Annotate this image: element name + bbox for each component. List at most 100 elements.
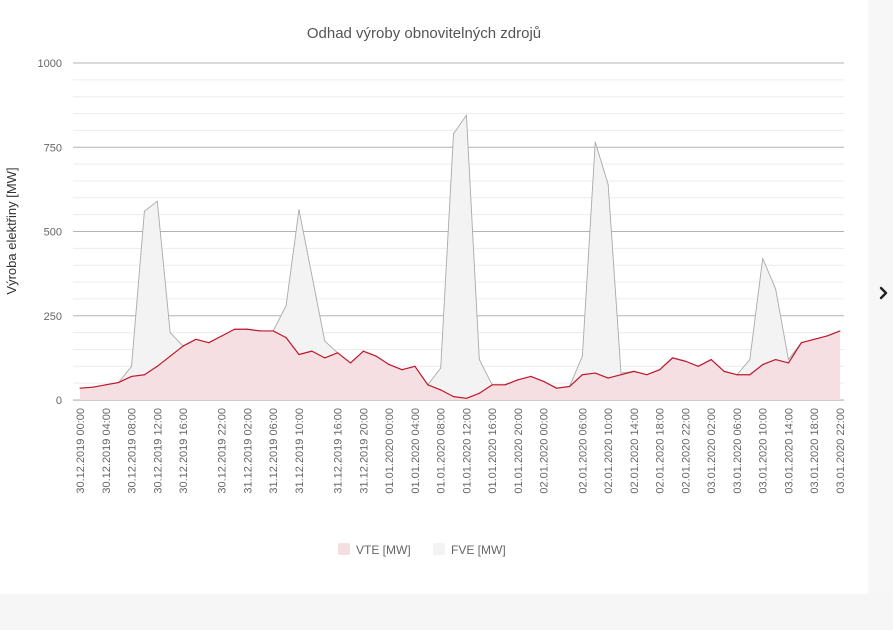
data-point-fve bbox=[130, 365, 133, 367]
y-axis-ticks: 0 250 500 750 1000 bbox=[38, 58, 62, 407]
data-point-vte bbox=[465, 397, 468, 399]
data-point-fve bbox=[787, 358, 790, 361]
data-point-vte bbox=[92, 386, 94, 388]
data-point-vte bbox=[633, 370, 635, 372]
y-tick-label: 1000 bbox=[38, 58, 62, 70]
data-point-vte bbox=[800, 342, 802, 344]
data-point-vte bbox=[736, 374, 738, 376]
data-point-vte bbox=[646, 374, 648, 376]
x-axis-ticks: 30.12.2019 00:00 30.12.2019 04:00 30.12.20… bbox=[75, 408, 847, 494]
legend-item-fve[interactable]: FVE [MW] bbox=[433, 543, 506, 557]
data-point-fve bbox=[169, 332, 171, 334]
x-tick-label: 01.01.2020 00:00 bbox=[384, 408, 396, 494]
data-point-vte bbox=[568, 385, 571, 388]
data-point-fve bbox=[440, 367, 442, 369]
data-point-fve bbox=[324, 340, 326, 342]
x-tick-label: 03.01.2020 22:00 bbox=[835, 408, 847, 494]
data-point-fve bbox=[774, 288, 777, 290]
series-area-fve bbox=[80, 115, 840, 401]
x-tick-label: 01.01.2020 12:00 bbox=[461, 408, 473, 494]
legend-label-fve: FVE [MW] bbox=[451, 543, 506, 557]
legend[interactable]: VTE [MW] FVE [MW] bbox=[338, 543, 506, 557]
x-tick-label: 03.01.2020 02:00 bbox=[706, 408, 718, 494]
data-point-vte bbox=[349, 362, 352, 364]
legend-swatch-fve bbox=[433, 543, 445, 555]
series-area-vte bbox=[80, 329, 840, 400]
data-point-vte bbox=[130, 375, 133, 378]
x-tick-label: 31.12.2019 16:00 bbox=[333, 408, 345, 494]
x-tick-label: 01.01.2020 04:00 bbox=[410, 408, 422, 494]
x-tick-label: 01.01.2020 20:00 bbox=[513, 408, 525, 494]
data-point-fve bbox=[594, 141, 596, 143]
data-point-fve bbox=[607, 183, 609, 185]
data-point-vte bbox=[723, 370, 725, 372]
data-point-vte bbox=[607, 377, 609, 379]
chevron-right-icon[interactable] bbox=[878, 283, 892, 303]
x-tick-label: 02.01.2020 14:00 bbox=[629, 408, 641, 494]
y-axis-label: Výroba elektřiny [MW] bbox=[4, 167, 19, 294]
data-point-vte bbox=[208, 342, 210, 344]
data-point-vte bbox=[787, 362, 790, 364]
data-point-vte bbox=[774, 358, 777, 361]
data-point-vte bbox=[762, 364, 764, 366]
data-point-vte bbox=[298, 353, 300, 356]
data-point-vte bbox=[543, 380, 545, 383]
series-line-vte bbox=[79, 328, 841, 399]
x-tick-label: 02.01.2020 18:00 bbox=[655, 408, 667, 494]
data-point-vte bbox=[581, 374, 583, 376]
data-point-vte bbox=[749, 374, 751, 376]
data-point-vte bbox=[710, 358, 712, 361]
x-tick-label: 31.12.2019 06:00 bbox=[268, 408, 280, 494]
data-point-fve bbox=[465, 114, 468, 116]
data-point-vte bbox=[594, 372, 596, 374]
data-point-vte bbox=[311, 350, 313, 352]
x-tick-label: 30.12.2019 08:00 bbox=[127, 408, 139, 494]
x-tick-label: 03.01.2020 10:00 bbox=[758, 408, 770, 494]
data-point-vte bbox=[530, 375, 532, 378]
data-point-fve bbox=[620, 372, 622, 374]
data-point-vte bbox=[478, 392, 480, 394]
x-tick-label: 01.01.2020 16:00 bbox=[487, 408, 499, 494]
data-point-vte bbox=[169, 355, 171, 357]
data-point-vte bbox=[375, 355, 377, 357]
legend-item-vte[interactable]: VTE [MW] bbox=[338, 543, 411, 557]
data-point-vte bbox=[156, 365, 158, 367]
data-point-vte bbox=[440, 389, 442, 391]
data-point-vte bbox=[233, 328, 236, 330]
data-point-vte bbox=[362, 350, 364, 352]
data-point-vte bbox=[620, 374, 622, 376]
data-point-vte bbox=[79, 387, 81, 389]
data-point-fve bbox=[156, 200, 158, 202]
x-tick-label: 31.12.2019 10:00 bbox=[294, 408, 306, 494]
data-point-vte bbox=[839, 330, 841, 332]
x-tick-label: 30.12.2019 12:00 bbox=[152, 408, 164, 494]
y-tick-label: 500 bbox=[44, 227, 62, 239]
data-point-vte bbox=[427, 384, 429, 386]
data-point-vte bbox=[556, 387, 558, 389]
data-point-vte bbox=[414, 365, 416, 367]
data-point-vte bbox=[285, 337, 287, 339]
chart-title: Odhad výroby obnovitelných zdrojů bbox=[307, 25, 541, 42]
data-point-fve bbox=[478, 358, 480, 361]
bottom-strip bbox=[0, 594, 893, 630]
x-tick-label: 30.12.2019 04:00 bbox=[101, 408, 113, 494]
data-point-vte bbox=[504, 384, 506, 386]
data-point-vte bbox=[105, 384, 107, 386]
data-point-vte bbox=[452, 396, 455, 398]
legend-swatch-vte bbox=[338, 543, 350, 555]
data-point-vte bbox=[195, 338, 197, 340]
data-point-vte bbox=[401, 369, 403, 371]
x-tick-label: 03.01.2020 18:00 bbox=[809, 408, 821, 494]
data-point-vte bbox=[671, 357, 674, 359]
series-layer bbox=[73, 114, 844, 401]
y-tick-label: 750 bbox=[44, 142, 62, 154]
data-point-vte bbox=[813, 338, 815, 340]
data-point-fve bbox=[298, 209, 300, 211]
x-tick-label: 03.01.2020 06:00 bbox=[732, 408, 744, 494]
x-tick-label: 30.12.2019 16:00 bbox=[178, 408, 190, 494]
data-point-vte bbox=[491, 384, 493, 386]
data-point-vte bbox=[684, 360, 687, 362]
data-point-vte bbox=[272, 330, 274, 332]
y-tick-label: 0 bbox=[56, 395, 62, 407]
data-point-vte bbox=[659, 369, 661, 371]
